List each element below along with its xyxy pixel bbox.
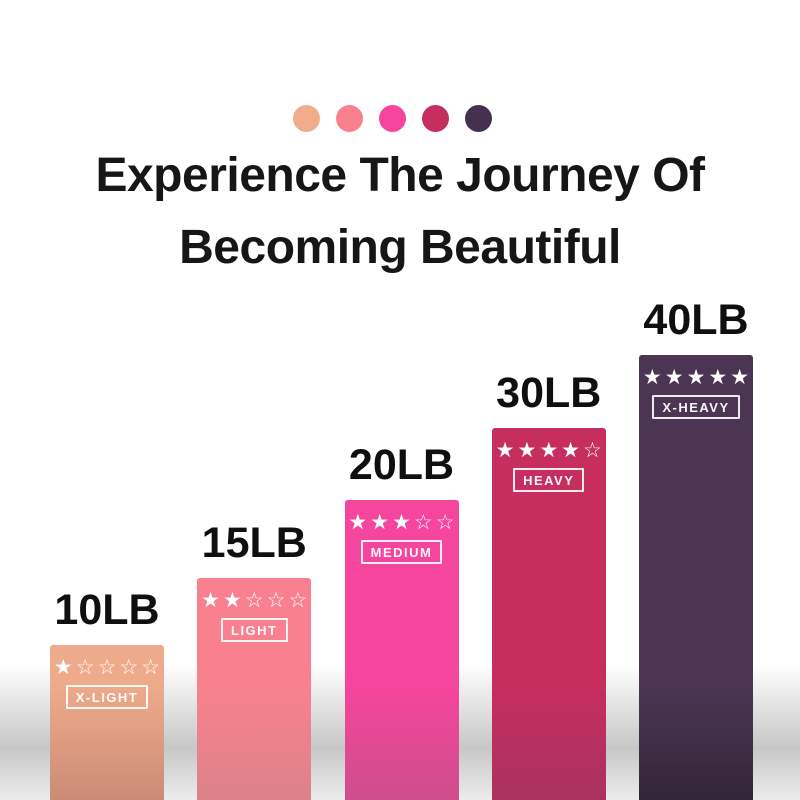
weight-label: 10LB [54,586,160,634]
palette-dot [335,105,363,132]
star-rating: ★★★★★ [642,366,753,389]
weight-label: 15LB [201,519,307,567]
bar-group: 15LB ★★☆☆☆ LIGHT [197,519,312,800]
weight-label: 40LB [643,296,749,344]
star-rating: ★★★☆☆ [348,511,458,534]
resistance-bar: ★☆☆☆☆ X-LIGHT [50,645,164,800]
title-line-1: Experience The Journey Of [95,149,705,202]
resistance-bar: ★★★☆☆ MEDIUM [344,500,459,800]
resistance-tag: LIGHT [221,618,288,642]
palette-dot [464,105,492,132]
palette-dot [378,105,406,132]
title-line-2: Becoming Beautiful [179,221,621,274]
palette-dot [292,105,320,132]
infographic-title: Experience The Journey Of Becoming Beaut… [0,140,800,284]
resistance-bar: ★★★★★ X-HEAVY [639,355,753,800]
weight-label: 30LB [496,369,602,417]
resistance-bar: ★★☆☆☆ LIGHT [197,578,312,800]
bar-group: 40LB ★★★★★ X-HEAVY [639,296,753,800]
resistance-tag: X-LIGHT [65,685,149,709]
resistance-tag: MEDIUM [360,540,443,564]
star-rating: ★★☆☆☆ [201,589,311,612]
bar-group: 10LB ★☆☆☆☆ X-LIGHT [50,586,164,800]
palette-dots [0,105,792,132]
resistance-tag: X-HEAVY [652,395,740,419]
resistance-tag: HEAVY [513,468,585,492]
resistance-bar: ★★★★☆ HEAVY [491,428,606,800]
weight-label: 20LB [348,441,455,489]
bar-chart: 10LB ★☆☆☆☆ X-LIGHT 15LB ★★☆☆☆ LIGHT 20LB… [50,296,753,800]
bar-group: 30LB ★★★★☆ HEAVY [491,369,606,800]
star-rating: ★☆☆☆☆ [53,656,164,679]
palette-dot [421,105,449,132]
star-rating: ★★★★☆ [495,439,605,462]
bar-group: 20LB ★★★☆☆ MEDIUM [344,441,459,800]
